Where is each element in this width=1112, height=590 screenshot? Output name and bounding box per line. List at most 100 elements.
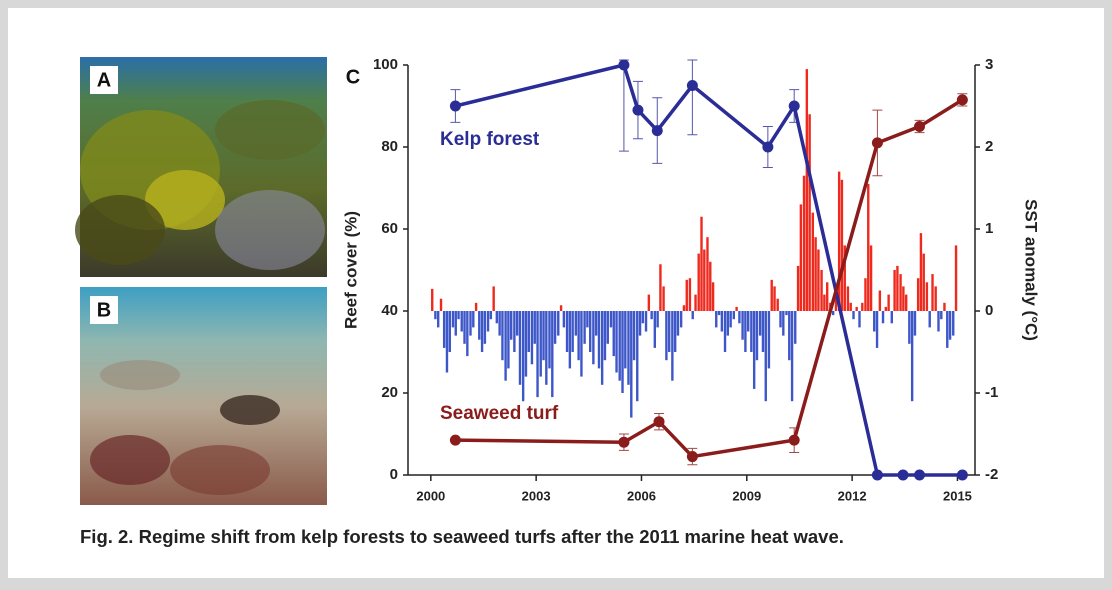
sst-bar xyxy=(615,311,617,373)
sst-bar xyxy=(952,311,954,336)
sst-bar xyxy=(832,311,834,315)
sst-bar xyxy=(782,311,784,336)
sst-bar xyxy=(806,69,808,311)
sst-bar xyxy=(525,311,527,377)
marker xyxy=(762,142,773,153)
sst-bar xyxy=(692,311,694,319)
sst-bar xyxy=(885,307,887,311)
marker xyxy=(789,435,800,446)
sst-bar xyxy=(814,237,816,311)
sst-bar xyxy=(557,311,559,336)
sst-bar xyxy=(434,311,436,319)
marker xyxy=(914,470,925,481)
sst-bar xyxy=(852,311,854,319)
sst-bar xyxy=(671,311,673,381)
sst-bar xyxy=(929,311,931,327)
sst-bar xyxy=(516,311,518,336)
sst-bar xyxy=(472,311,474,327)
photo-b: B xyxy=(80,287,327,505)
sst-bar xyxy=(817,250,819,312)
photo-label: A xyxy=(97,69,111,91)
sst-bar xyxy=(864,278,866,311)
legend-label: Seaweed turf xyxy=(440,403,559,424)
sst-bar xyxy=(648,295,650,311)
sst-bar xyxy=(642,311,644,323)
sst-bar xyxy=(636,311,638,401)
sst-bar xyxy=(931,274,933,311)
sst-bar xyxy=(449,311,451,352)
y-axis-label: Reef cover (%) xyxy=(341,211,360,329)
sst-bar xyxy=(560,305,562,311)
sst-bar xyxy=(481,311,483,352)
sst-bar xyxy=(855,307,857,311)
y-tick-label: 20 xyxy=(381,384,398,401)
sst-bar xyxy=(823,295,825,311)
sst-bar xyxy=(867,184,869,311)
sst-bar xyxy=(847,286,849,311)
sst-bar xyxy=(937,311,939,332)
marker xyxy=(450,101,461,112)
sst-bar xyxy=(803,176,805,311)
marker xyxy=(872,137,883,148)
sst-bar xyxy=(788,311,790,360)
sst-bar xyxy=(446,311,448,373)
sst-bar xyxy=(455,311,457,336)
sst-bar xyxy=(484,311,486,344)
sst-bar xyxy=(721,311,723,332)
sst-bar xyxy=(540,311,542,377)
sst-bar xyxy=(466,311,468,356)
sst-bar xyxy=(575,311,577,336)
sst-bar xyxy=(513,311,515,352)
sst-bar xyxy=(765,311,767,401)
figure: A B C Reef cover (%) SST anomaly (°C) Fi… xyxy=(0,0,1112,590)
sst-bar xyxy=(528,311,530,352)
marker xyxy=(654,416,665,427)
sst-bar xyxy=(724,311,726,352)
marker xyxy=(914,121,925,132)
sst-bar xyxy=(677,311,679,336)
marker xyxy=(898,470,909,481)
marker xyxy=(618,60,629,71)
sst-bar xyxy=(431,289,433,311)
y2-tick-label: 0 xyxy=(985,302,993,319)
sst-bar xyxy=(569,311,571,368)
sst-bar xyxy=(522,311,524,401)
sst-bar xyxy=(551,311,553,397)
x-tick-label: 2012 xyxy=(838,488,867,503)
sst-bar xyxy=(797,266,799,311)
sst-bar xyxy=(487,311,489,332)
sst-bar xyxy=(934,286,936,311)
photo-label: B xyxy=(97,299,111,321)
x-tick-label: 2003 xyxy=(522,488,551,503)
sst-bar xyxy=(639,311,641,336)
sst-bar xyxy=(820,270,822,311)
sst-bar xyxy=(668,311,670,352)
sst-bar xyxy=(457,311,459,319)
marker xyxy=(687,80,698,91)
sst-bar xyxy=(583,311,585,344)
sst-bar xyxy=(838,172,840,311)
caption: Fig. 2. Regime shift from kelp forests t… xyxy=(80,526,844,547)
sst-bar xyxy=(665,311,667,360)
sst-bar xyxy=(683,305,685,311)
sst-bar xyxy=(592,311,594,364)
sst-bar xyxy=(654,311,656,348)
error-bar xyxy=(687,60,697,135)
sst-bar xyxy=(601,311,603,385)
sst-bar xyxy=(812,213,814,311)
sst-bar xyxy=(876,311,878,348)
marker xyxy=(618,437,629,448)
sst-bar xyxy=(586,311,588,327)
sst-bar xyxy=(794,311,796,344)
sst-bar xyxy=(882,311,884,323)
sst-bar xyxy=(554,311,556,344)
sst-bar xyxy=(536,311,538,397)
y2-tick-label: 2 xyxy=(985,138,993,155)
sst-bar xyxy=(943,303,945,311)
y-tick-label: 60 xyxy=(381,220,398,237)
sst-bar xyxy=(873,311,875,332)
sst-bar xyxy=(729,311,731,327)
sst-bar xyxy=(727,311,729,336)
sst-bar xyxy=(893,270,895,311)
sst-bar xyxy=(621,311,623,393)
